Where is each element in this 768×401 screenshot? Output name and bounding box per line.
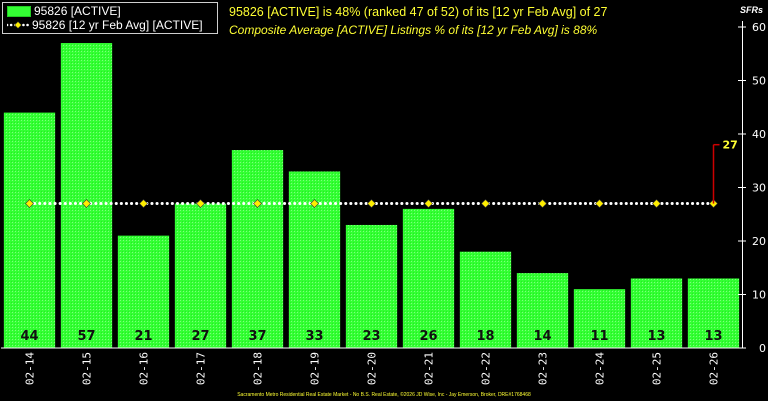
legend-line-swatch xyxy=(7,20,29,30)
average-marker xyxy=(25,199,34,208)
y-tick-label: 60 xyxy=(752,21,766,34)
bar xyxy=(288,171,341,348)
annotation-layer: 27 xyxy=(712,139,738,204)
bar xyxy=(516,273,569,348)
bar xyxy=(3,112,56,348)
y-tick-label: 0 xyxy=(759,342,766,355)
x-tick-label: 02-25 xyxy=(651,352,664,385)
bar-value-label: 13 xyxy=(647,329,665,344)
bar-value-label: 27 xyxy=(191,329,209,344)
x-tick-labels: 02-14 02-15 02-16 02-17 02-18 02-19 02-20 02-21… xyxy=(24,352,721,385)
bar xyxy=(630,278,683,348)
average-marker xyxy=(652,199,661,208)
x-tick-label: 02-17 xyxy=(195,352,208,385)
bar-value-label: 44 xyxy=(20,329,38,344)
bar-value-label: 13 xyxy=(704,329,722,344)
bar xyxy=(573,289,626,348)
x-tick-label: 02-19 xyxy=(309,352,322,385)
x-tick-label: 02-15 xyxy=(81,352,94,385)
bar-value-label: 57 xyxy=(77,329,95,344)
bar xyxy=(402,208,455,348)
legend-label-active: 95826 [ACTIVE] xyxy=(34,4,121,18)
x-tick-label: 02-16 xyxy=(138,352,151,385)
bar xyxy=(687,278,740,348)
chart-subtitle: Composite Average [ACTIVE] Listings % of… xyxy=(229,23,598,37)
axis-layer: 0 10 20 30 40 50 60 xyxy=(1,21,766,355)
x-tick-label: 02-24 xyxy=(594,352,607,385)
bar-value-label: 21 xyxy=(134,329,152,344)
x-tick-label: 02-26 xyxy=(708,352,721,385)
average-marker xyxy=(538,199,547,208)
bar-value-label: 33 xyxy=(305,329,323,344)
bar-value-label: 14 xyxy=(533,329,551,344)
chart-legend: 95826 [ACTIVE] 95826 [12 yr Feb Avg] [AC… xyxy=(2,2,218,34)
x-tick-label: 02-22 xyxy=(480,352,493,385)
y-tick-label: 50 xyxy=(752,75,766,88)
bar xyxy=(174,203,227,348)
chart-title: 95826 [ACTIVE] is 48% (ranked 47 of 52) … xyxy=(229,5,608,19)
bar xyxy=(459,251,512,348)
average-marker xyxy=(367,199,376,208)
x-tick-label: 02-23 xyxy=(537,352,550,385)
bars-layer: 44 57 21 27 37 33 23 26 18 14 11 13 13 xyxy=(3,43,740,349)
bar xyxy=(345,224,398,348)
x-tick-label: 02-18 xyxy=(252,352,265,385)
footer-credit: Sacramento Metro Residential Real Estate… xyxy=(237,392,531,398)
y-tick-label: 30 xyxy=(752,182,766,195)
legend-entry-active: 95826 [ACTIVE] xyxy=(7,4,121,18)
average-marker xyxy=(196,199,205,208)
average-marker xyxy=(82,199,91,208)
y-tick-label: 20 xyxy=(752,235,766,248)
average-marker xyxy=(253,199,262,208)
annotation-label: 27 xyxy=(723,139,738,152)
bar-value-label: 18 xyxy=(476,329,494,344)
average-marker xyxy=(310,199,319,208)
bar-value-label: 26 xyxy=(419,329,437,344)
bar-value-label: 23 xyxy=(362,329,380,344)
y-tick-label: 40 xyxy=(752,128,766,141)
average-marker xyxy=(139,199,148,208)
legend-label-average: 95826 [12 yr Feb Avg] [ACTIVE] xyxy=(32,18,203,32)
average-marker xyxy=(595,199,604,208)
average-line-layer xyxy=(25,199,718,208)
bar xyxy=(60,43,113,349)
average-marker xyxy=(481,199,490,208)
legend-entry-average: 95826 [12 yr Feb Avg] [ACTIVE] xyxy=(7,18,203,32)
y-tick-label: 10 xyxy=(752,289,766,302)
bar-value-label: 11 xyxy=(590,329,608,344)
x-tick-label: 02-20 xyxy=(366,352,379,385)
legend-bar-swatch xyxy=(7,5,31,17)
bar-value-label: 37 xyxy=(248,329,266,344)
y-axis-unit-label: SFRs xyxy=(740,5,764,15)
bar xyxy=(231,150,284,348)
average-marker xyxy=(424,199,433,208)
x-tick-label: 02-14 xyxy=(24,352,37,385)
bar xyxy=(117,235,170,348)
x-tick-label: 02-21 xyxy=(423,352,436,385)
